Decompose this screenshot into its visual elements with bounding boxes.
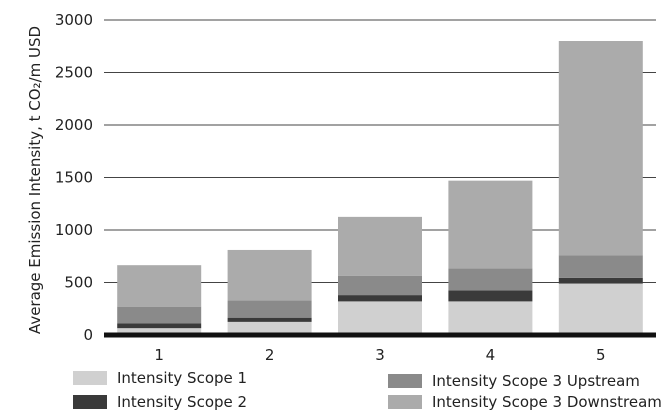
- bar-segment: [338, 275, 422, 296]
- bar-segment: [448, 180, 533, 269]
- bar-segment: [338, 301, 422, 335]
- bar-segment: [227, 317, 312, 322]
- x-tick-labels: 1 2 3 4 5: [154, 346, 605, 364]
- bar-segment: [117, 323, 202, 329]
- legend-item-scope3-downstream: Intensity Scope 3 Downstream: [388, 393, 662, 411]
- x-tick-label: 5: [596, 346, 606, 364]
- y-tick-label: 2500: [55, 64, 93, 82]
- x-tick-label: 4: [486, 346, 496, 364]
- legend-swatch-scope1: [73, 371, 107, 385]
- bar-segment: [448, 268, 533, 291]
- y-axis-title: Average Emission Intensity, t CO₂/m USD: [26, 26, 44, 334]
- bar-segment: [448, 301, 533, 335]
- y-tick-label: 1000: [55, 221, 93, 239]
- legend-swatch-scope3-upstream: [388, 374, 422, 388]
- y-tick-label: 0: [83, 326, 93, 344]
- bar-segment: [117, 328, 202, 335]
- bar-segment: [338, 216, 422, 276]
- y-tick-label: 2000: [55, 116, 93, 134]
- bar-segment: [558, 255, 643, 278]
- legend-label-scope3-downstream: Intensity Scope 3 Downstream: [432, 393, 662, 411]
- x-tick-label: 2: [265, 346, 275, 364]
- bar-segment: [227, 249, 312, 301]
- legend-label-scope1: Intensity Scope 1: [117, 369, 248, 387]
- legend-label-scope2: Intensity Scope 2: [117, 393, 248, 411]
- bar-segment: [558, 283, 643, 335]
- bar-segment: [117, 265, 202, 307]
- x-tick-label: 3: [375, 346, 385, 364]
- legend-label-scope3-upstream: Intensity Scope 3 Upstream: [432, 372, 640, 390]
- y-tick-label: 3000: [55, 11, 93, 29]
- bar-segment: [558, 41, 643, 256]
- bar-segment: [117, 306, 202, 324]
- legend-swatch-scope2: [73, 395, 107, 409]
- legend-swatch-scope3-downstream: [388, 395, 422, 409]
- bar-segment: [227, 321, 312, 335]
- legend-item-scope3-upstream: Intensity Scope 3 Upstream: [388, 372, 640, 390]
- bar-segment: [558, 277, 643, 284]
- y-tick-label: 500: [64, 274, 93, 292]
- y-tick-label: 1500: [55, 169, 93, 187]
- y-tick-labels: 0 500 1000 1500 2000 2500 3000: [55, 11, 93, 344]
- legend-item-scope2: Intensity Scope 2: [73, 393, 247, 411]
- bar-segment: [448, 290, 533, 302]
- x-tick-label: 1: [154, 346, 164, 364]
- legend-item-scope1: Intensity Scope 1: [73, 369, 247, 387]
- bar-segment: [227, 300, 312, 318]
- bars: [117, 41, 643, 335]
- bar-segment: [338, 295, 422, 302]
